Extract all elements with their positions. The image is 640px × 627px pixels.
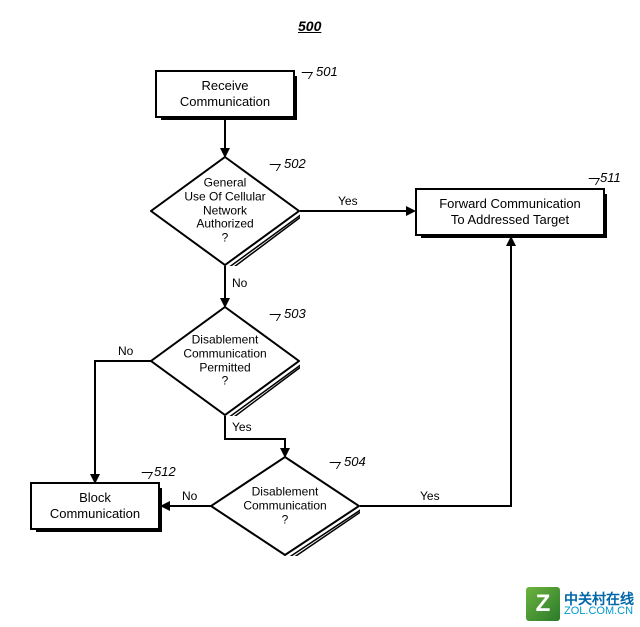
edge-503-504-h bbox=[224, 438, 284, 440]
node-disablement-communication: DisablementCommunication? bbox=[210, 456, 360, 556]
edge-503-512-h bbox=[94, 360, 151, 362]
edge-label-no: No bbox=[182, 489, 197, 503]
node-label: DisablementCommunicationPermitted? bbox=[180, 333, 270, 388]
ref-511: 511 bbox=[600, 170, 621, 185]
ref-501: 501 bbox=[316, 64, 338, 79]
ref-502: 502 bbox=[284, 156, 306, 171]
watermark-logo: Z bbox=[526, 587, 560, 621]
node-receive-communication: ReceiveCommunication bbox=[155, 70, 295, 118]
node-label: ReceiveCommunication bbox=[180, 78, 270, 109]
ref-503: 503 bbox=[284, 306, 306, 321]
ref-504: 504 bbox=[344, 454, 366, 469]
node-general-use-authorized: GeneralUse Of CellularNetworkAuthorized? bbox=[150, 156, 300, 266]
node-label: BlockCommunication bbox=[50, 490, 140, 521]
arrowhead bbox=[160, 501, 170, 511]
edge-label-no: No bbox=[118, 344, 133, 358]
arrowhead bbox=[506, 236, 516, 246]
figure-title: 500 bbox=[298, 18, 321, 34]
edge-504-511-v bbox=[510, 244, 512, 507]
ref-tick bbox=[298, 72, 313, 79]
edge-503-504-v1 bbox=[224, 416, 226, 438]
ref-tick bbox=[585, 178, 600, 185]
flowchart-canvas: 500 ReceiveCommunication 501 GeneralUse … bbox=[0, 0, 640, 627]
node-forward-communication: Forward CommunicationTo Addressed Target bbox=[415, 188, 605, 236]
watermark-url: ZOL.COM.CN bbox=[564, 606, 634, 617]
edge-label-yes: Yes bbox=[338, 194, 358, 208]
node-disablement-permitted: DisablementCommunicationPermitted? bbox=[150, 306, 300, 416]
edge-label-yes: Yes bbox=[232, 420, 252, 434]
node-label: GeneralUse Of CellularNetworkAuthorized? bbox=[180, 177, 270, 246]
watermark-cn: 中关村在线 bbox=[564, 592, 634, 606]
ref-512: 512 bbox=[154, 464, 176, 479]
edge-label-yes: Yes bbox=[420, 489, 440, 503]
edge-502-503 bbox=[224, 266, 226, 300]
edge-502-511 bbox=[300, 210, 408, 212]
ref-tick bbox=[138, 472, 153, 479]
watermark: Z 中关村在线 ZOL.COM.CN bbox=[526, 587, 634, 621]
node-label: Forward CommunicationTo Addressed Target bbox=[439, 196, 581, 227]
edge-504-512 bbox=[168, 505, 211, 507]
edge-504-511-h bbox=[360, 505, 510, 507]
node-block-communication: BlockCommunication bbox=[30, 482, 160, 530]
node-label: DisablementCommunication? bbox=[240, 485, 330, 526]
edge-501-502 bbox=[224, 118, 226, 150]
edge-label-no: No bbox=[232, 276, 247, 290]
edge-503-512-v bbox=[94, 360, 96, 476]
